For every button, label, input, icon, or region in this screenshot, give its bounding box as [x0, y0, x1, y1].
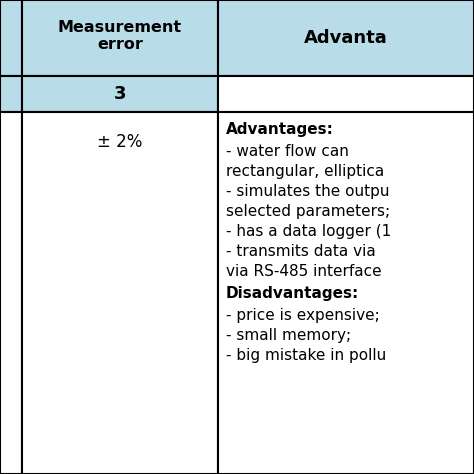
Text: - price is expensive;: - price is expensive;	[226, 308, 380, 323]
Text: 3: 3	[114, 85, 126, 103]
Text: rectangular, elliptica: rectangular, elliptica	[226, 164, 384, 179]
Text: - transmits data via: - transmits data via	[226, 244, 381, 259]
Text: Measurement
error: Measurement error	[58, 20, 182, 52]
Text: Advanta: Advanta	[304, 29, 388, 47]
Bar	[22, 0, 218, 76]
Text: - water flow can: - water flow can	[226, 144, 354, 159]
Text: selected parameters;: selected parameters;	[226, 204, 390, 219]
Text: Advantages:: Advantages:	[226, 122, 334, 137]
Bar	[0, 112, 22, 474]
Bar	[218, 76, 474, 112]
Bar	[218, 112, 474, 474]
Text: Disadvantages:: Disadvantages:	[226, 286, 359, 301]
Text: ± 2%: ± 2%	[97, 133, 143, 151]
Bar	[0, 76, 22, 112]
Text: - small memory;: - small memory;	[226, 328, 351, 343]
Bar	[218, 0, 474, 76]
Bar	[22, 76, 218, 112]
Text: via RS-485 interface: via RS-485 interface	[226, 264, 382, 279]
Bar	[0, 0, 22, 76]
Text: - big mistake in pollu: - big mistake in pollu	[226, 348, 386, 363]
Bar	[22, 112, 218, 474]
Text: - simulates the outpu: - simulates the outpu	[226, 184, 390, 199]
Text: - has a data logger (1: - has a data logger (1	[226, 224, 391, 239]
